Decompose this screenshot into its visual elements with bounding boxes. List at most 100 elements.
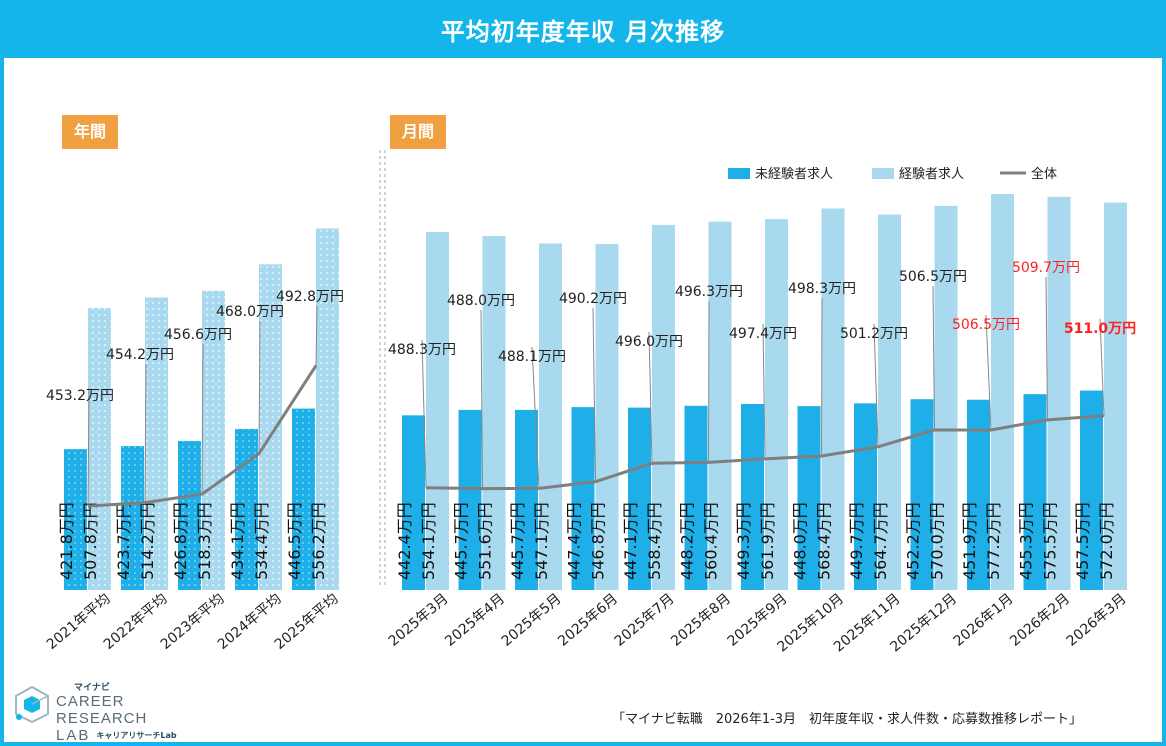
data-label-inexperienced: 455.3万円 xyxy=(1017,502,1036,580)
logo-lab-text: LAB xyxy=(56,727,91,744)
section-label-monthly: 月間 xyxy=(390,115,447,149)
overall-label-leader xyxy=(708,300,710,463)
category-label: 2025年4月 xyxy=(442,591,508,650)
bar-experienced xyxy=(934,205,958,590)
data-label-overall: 468.0万円 xyxy=(216,304,284,320)
category-label: 2026年2月 xyxy=(1007,591,1073,650)
bar-inexperienced xyxy=(967,399,990,590)
data-label-inexperienced: 447.1万円 xyxy=(621,502,640,580)
data-label-experienced: 575.5万円 xyxy=(1041,502,1060,580)
category-label: 2025年8月 xyxy=(668,591,734,650)
data-label-inexperienced: 452.2万円 xyxy=(904,502,923,580)
data-label-experienced: 558.4万円 xyxy=(645,502,664,580)
bar-experienced xyxy=(991,194,1014,590)
overall-label-leader xyxy=(87,387,90,507)
legend: 未経験者求人 経験者求人 全体 xyxy=(728,166,1057,182)
data-label-overall: 488.1万円 xyxy=(498,349,566,365)
bar-experienced xyxy=(426,231,449,590)
data-label-overall: 496.0万円 xyxy=(615,334,683,350)
bar-inexperienced xyxy=(121,446,144,590)
data-label-experienced: 572.0万円 xyxy=(1097,502,1116,580)
overall-label-leader xyxy=(648,331,653,464)
data-label-overall: 506.5万円 xyxy=(899,269,967,285)
overall-label-leader xyxy=(1045,276,1048,420)
page-title: 平均初年度年収 月次推移 xyxy=(0,0,1166,58)
cube-logo-icon xyxy=(15,685,49,724)
bar-inexperienced xyxy=(571,407,595,590)
bar-inexperienced xyxy=(64,449,87,590)
data-label-inexperienced: 423.7万円 xyxy=(114,502,133,580)
data-label-inexperienced: 448.2万円 xyxy=(678,502,697,580)
overall-label-leader xyxy=(932,285,935,431)
overall-label-leader xyxy=(592,307,596,482)
bar-experienced xyxy=(765,219,788,590)
logo-sub-text: キャリアリサーチLab xyxy=(96,731,177,740)
bar-inexperienced xyxy=(684,405,708,590)
overall-label-leader xyxy=(144,363,147,503)
logo-top-text: マイナビ xyxy=(74,683,110,693)
data-label-inexperienced: 449.7万円 xyxy=(847,502,866,580)
section-label-annual: 年間 xyxy=(62,115,119,149)
category-label: 2026年1月 xyxy=(951,591,1017,650)
category-label: 2025年5月 xyxy=(499,591,565,650)
legend-label-inexperienced: 未経験者求人 xyxy=(755,167,833,182)
bar-inexperienced xyxy=(235,428,258,590)
data-label-overall: 456.6万円 xyxy=(164,327,232,343)
data-label-experienced: 546.8万円 xyxy=(589,502,608,580)
bar-experienced xyxy=(1104,202,1127,591)
data-label-inexperienced: 449.3万円 xyxy=(734,502,753,580)
bar-experienced xyxy=(1047,196,1071,590)
bar-inexperienced xyxy=(458,409,482,590)
bar-experienced xyxy=(652,224,675,591)
data-label-overall: 454.2万円 xyxy=(106,347,174,363)
bar-experienced xyxy=(595,243,619,591)
data-label-overall: 496.3万円 xyxy=(675,284,743,300)
source-note: 「マイナビ転職 2026年1-3月 初年度年収・求人件数・応募数推移レポート」 xyxy=(612,712,1083,727)
data-label-overall: 488.0万円 xyxy=(447,293,515,309)
overall-label-leader xyxy=(1099,318,1105,416)
bar-experienced xyxy=(88,307,111,590)
data-label-experienced: 564.7万円 xyxy=(871,502,890,580)
data-label-overall: 506.5万円 xyxy=(952,317,1020,333)
data-label-overall: 501.2万円 xyxy=(840,326,908,342)
bar-inexperienced xyxy=(402,415,425,590)
data-label-overall: 497.4万円 xyxy=(729,326,797,342)
bar-experienced xyxy=(316,228,339,590)
category-label: 2025年6月 xyxy=(555,591,621,650)
data-label-overall: 490.2万円 xyxy=(559,291,627,307)
overall-label-leader xyxy=(421,339,427,488)
data-label-experienced: 554.1万円 xyxy=(419,502,438,580)
data-label-overall: 492.8万円 xyxy=(276,289,344,305)
bar-experienced xyxy=(708,221,732,591)
data-label-experienced: 518.3万円 xyxy=(195,502,214,580)
bar-inexperienced xyxy=(910,399,934,590)
data-label-overall: 453.2万円 xyxy=(46,388,114,404)
bar-experienced xyxy=(821,208,845,590)
data-label-experienced: 577.2万円 xyxy=(984,502,1003,580)
data-label-overall: 498.3万円 xyxy=(788,281,856,297)
legend-swatch-experienced xyxy=(872,168,894,179)
data-label-inexperienced: 445.7万円 xyxy=(508,502,527,580)
category-label: 2025年平均 xyxy=(272,591,342,653)
data-label-inexperienced: 442.4万円 xyxy=(395,502,414,580)
data-label-inexperienced: 457.5万円 xyxy=(1073,502,1092,580)
data-label-experienced: 568.4万円 xyxy=(815,502,834,580)
data-label-experienced: 560.4万円 xyxy=(702,502,721,580)
legend-swatch-inexperienced xyxy=(728,168,750,179)
legend-label-overall: 全体 xyxy=(1031,166,1057,182)
bar-inexperienced xyxy=(515,409,538,590)
bar-inexperienced xyxy=(292,408,315,590)
overall-label-leader xyxy=(258,320,261,454)
data-label-inexperienced: 434.1万円 xyxy=(228,502,247,580)
data-label-overall: 509.7万円 xyxy=(1012,260,1080,276)
bar-inexperienced xyxy=(741,403,764,590)
data-label-overall: 488.3万円 xyxy=(388,342,456,358)
bar-inexperienced xyxy=(178,440,201,590)
data-label-experienced: 556.2万円 xyxy=(309,502,328,580)
data-label-experienced: 561.9万円 xyxy=(758,502,777,580)
career-research-lab-logo: マイナビ CAREER RESEARCH LAB キャリアリサーチLab xyxy=(12,680,212,744)
